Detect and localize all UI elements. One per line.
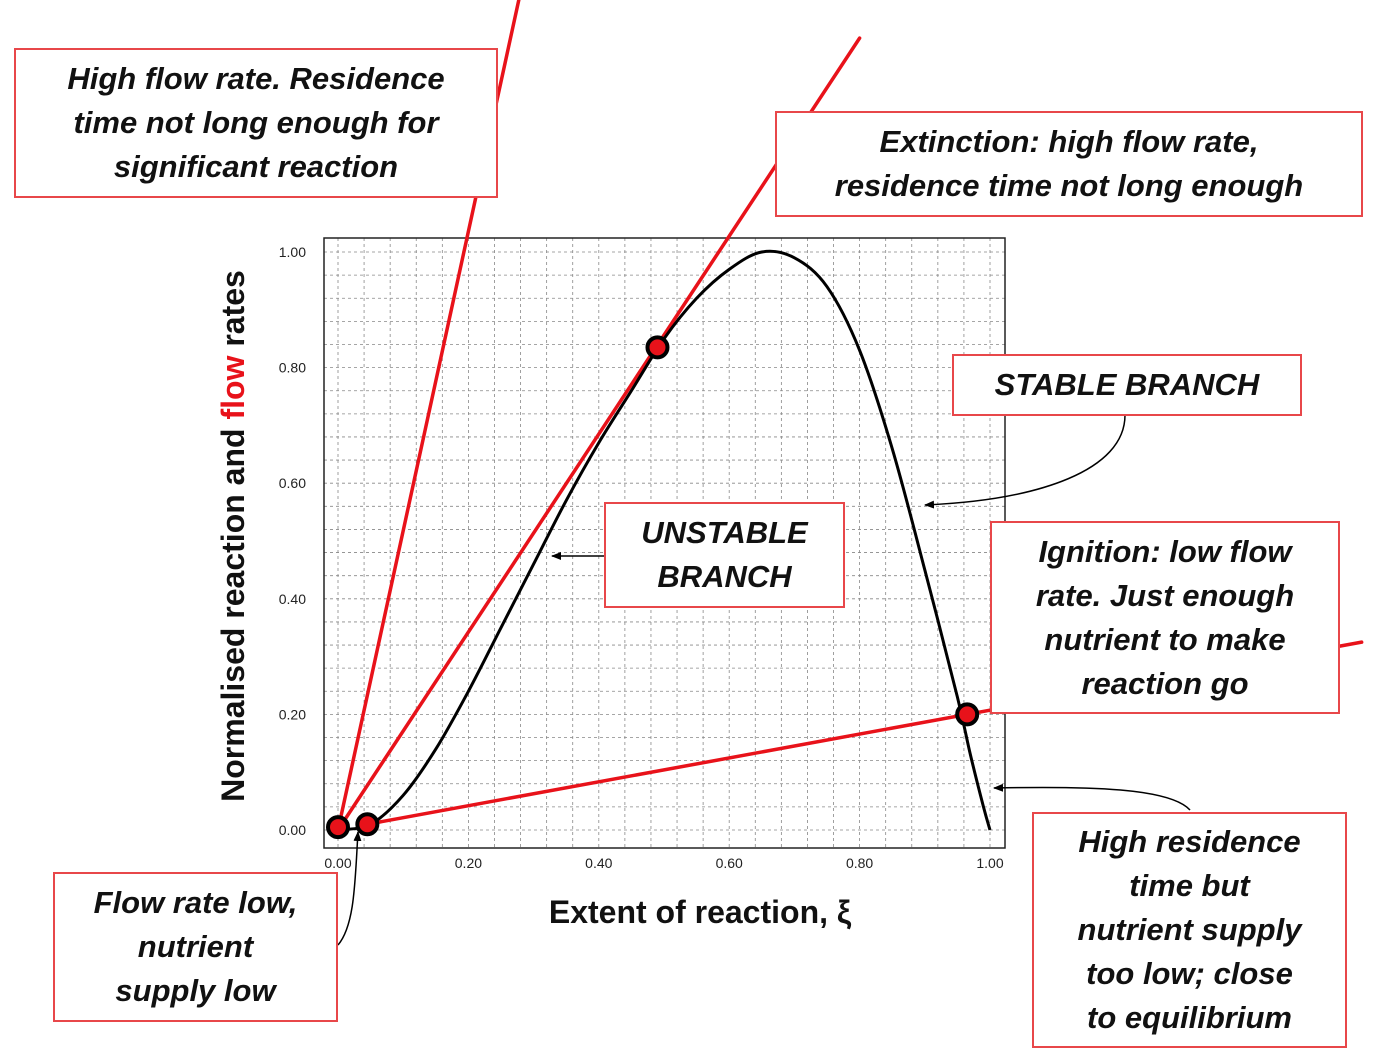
steady-state-point [955, 702, 980, 727]
reaction-curve [337, 249, 992, 832]
reaction-curve-group [337, 249, 992, 832]
x-tick-label: 0.40 [585, 855, 612, 871]
high-residence-leader [993, 783, 1191, 811]
annotation-unstable-branch: UNSTABLE BRANCH [604, 502, 845, 608]
x-axis-label: Extent of reaction, ξ [548, 894, 852, 930]
flow-line [336, 36, 862, 832]
y-tick-label: 0.40 [279, 591, 306, 607]
y-tick-label: 0.00 [279, 822, 306, 838]
steady-state-point [645, 335, 670, 360]
annotation-high-residence: High residence time but nutrient supply … [1032, 812, 1347, 1048]
x-tick-label: 0.80 [846, 855, 873, 871]
annotation-low-flow: Flow rate low, nutrient supply low [53, 872, 338, 1022]
annotation-high-flow-rate: High flow rate. Residence time not long … [14, 48, 498, 198]
y-axis-label: Normalised reaction and flow rates [215, 270, 251, 802]
steady-state-point [326, 815, 350, 840]
x-tick-label: 1.00 [976, 855, 1003, 871]
x-tick-label: 0.00 [324, 855, 351, 871]
x-tick-label: 0.60 [716, 855, 743, 871]
annotation-leaders [337, 414, 1191, 946]
annotation-ignition: Ignition: low flow rate. Just enough nut… [990, 521, 1340, 714]
low-flow-leader [337, 831, 362, 946]
y-tick-label: 0.80 [279, 360, 306, 376]
steady-state-point [355, 812, 380, 837]
annotation-stable-branch: STABLE BRANCH [952, 354, 1302, 416]
x-tick-label: 0.20 [455, 855, 482, 871]
steady-state-points [326, 335, 980, 840]
y-tick-label: 0.20 [279, 706, 306, 722]
annotation-extinction: Extinction: high flow rate, residence ti… [775, 111, 1363, 217]
y-tick-label: 0.60 [279, 475, 306, 491]
y-tick-label: 1.00 [279, 244, 306, 260]
axis-ticks: 0.00 0.20 0.40 0.60 0.80 1.00 0.00 0.20 0.40 0.60… [279, 244, 1004, 871]
stable-branch-leader [924, 414, 1126, 509]
